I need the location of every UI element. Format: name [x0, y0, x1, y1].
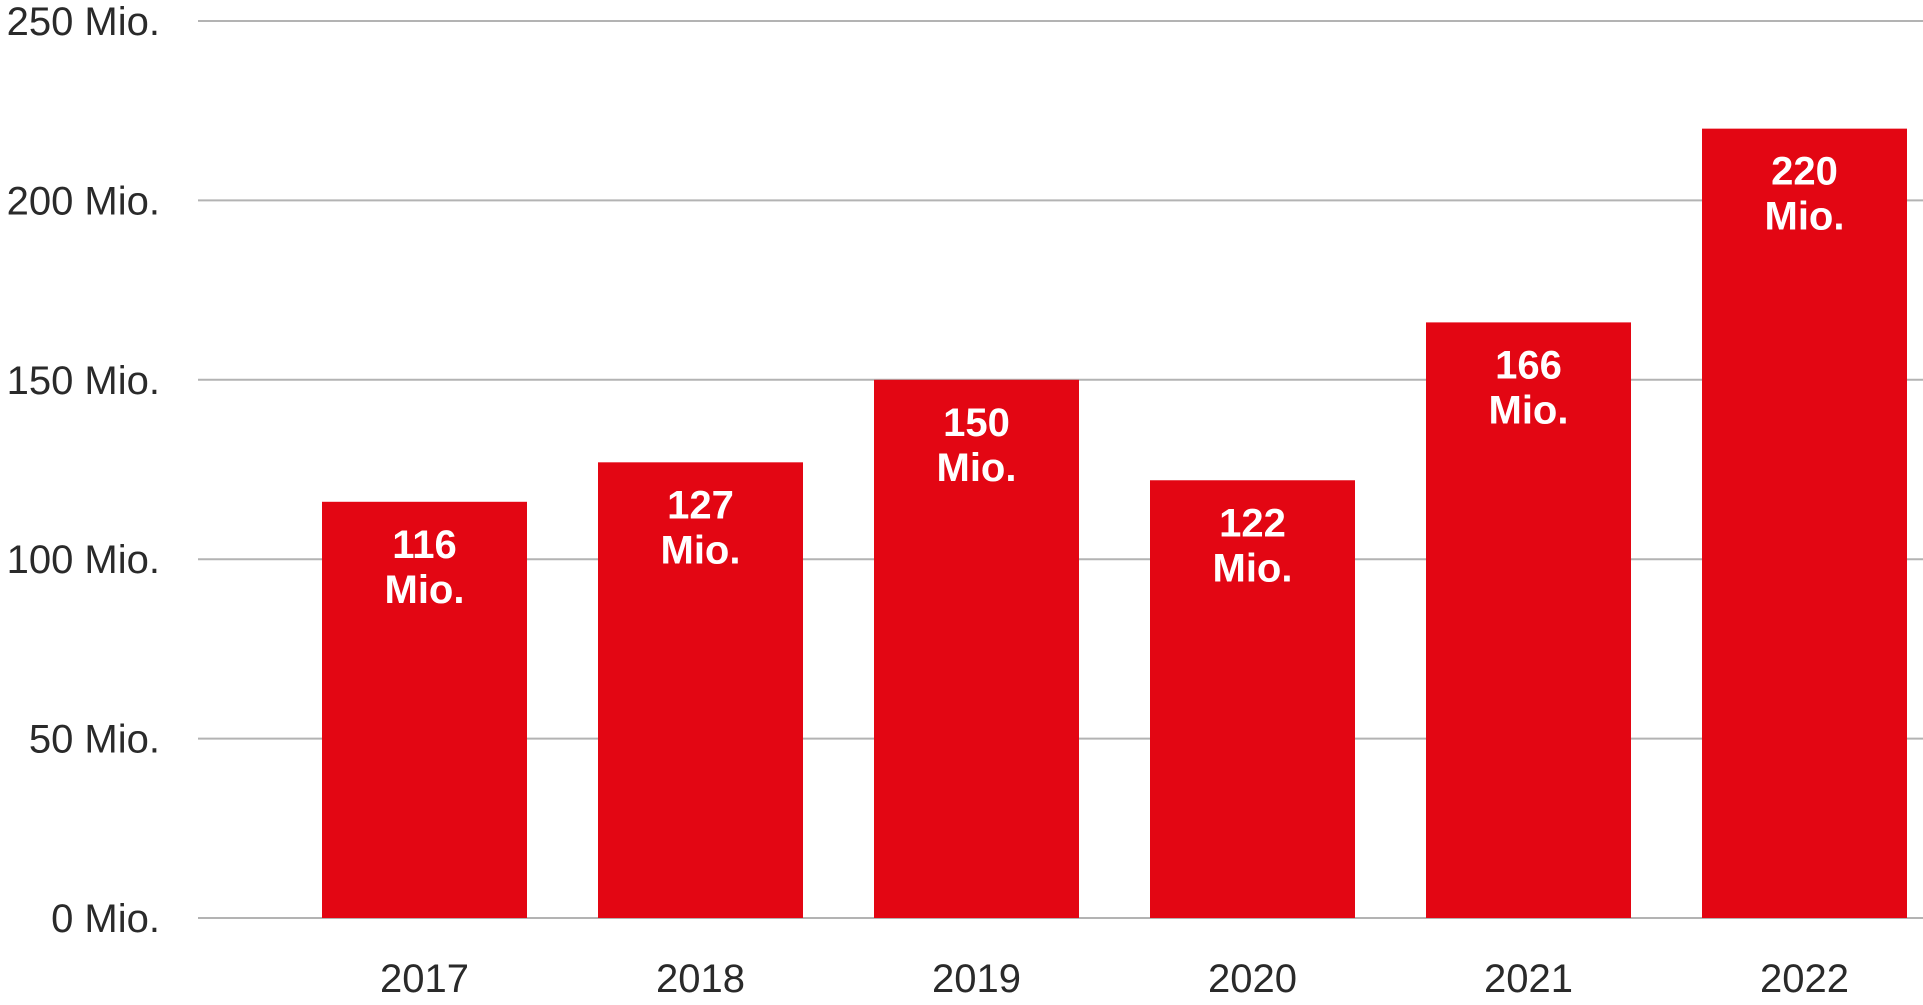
x-tick-label: 2020 — [1208, 957, 1297, 1001]
y-tick-label: 250 Mio. — [7, 0, 160, 44]
data-label-line: Mio. — [661, 528, 741, 572]
data-label-line: Mio. — [1489, 388, 1569, 432]
x-tick-label: 2019 — [932, 957, 1021, 1001]
data-label-line: 150 — [943, 401, 1010, 445]
data-label-line: Mio. — [1213, 546, 1293, 590]
data-label-line: 122 — [1219, 501, 1286, 545]
bar-2017 — [322, 501, 527, 918]
x-tick-label: 2021 — [1484, 957, 1573, 1001]
y-tick-label: 200 Mio. — [7, 179, 160, 223]
x-tick-label: 2022 — [1760, 957, 1849, 1001]
data-label: 127 Mio. — [661, 483, 741, 572]
y-tick-label: 0 Mio. — [51, 897, 160, 941]
y-tick-label: 50 Mio. — [29, 718, 160, 762]
bar-2019 — [874, 379, 1079, 918]
data-label-line: Mio. — [385, 568, 465, 612]
y-tick-label: 100 Mio. — [7, 538, 160, 582]
x-axis: 2017 2018 2019 2020 2021 2022 — [380, 957, 1849, 1001]
bar-2018 — [598, 462, 803, 918]
data-label-line: Mio. — [937, 446, 1017, 490]
data-label-line: 127 — [667, 483, 734, 527]
x-tick-label: 2018 — [656, 957, 745, 1001]
data-label: 150 Mio. — [937, 401, 1017, 490]
data-label: 122 Mio. — [1213, 501, 1293, 590]
data-label-line: Mio. — [1765, 195, 1845, 239]
bar-2021 — [1426, 322, 1631, 919]
data-label-line: 116 — [392, 523, 457, 567]
y-axis: 0 Mio. 50 Mio. 100 Mio. 150 Mio. 200 Mio. 250… — [7, 0, 160, 941]
x-tick-label: 2017 — [380, 957, 469, 1001]
data-label-line: 220 — [1771, 150, 1838, 194]
data-label: 220 Mio. — [1765, 150, 1845, 239]
bar-2020 — [1150, 480, 1355, 918]
data-label: 166 Mio. — [1489, 343, 1569, 432]
bar-2022 — [1702, 128, 1907, 918]
data-label-line: 166 — [1495, 343, 1562, 387]
data-label: 116 Mio. — [385, 523, 465, 612]
y-tick-label: 150 Mio. — [7, 359, 160, 403]
bars: 116 Mio.127 Mio.150 Mio.122 Mio.166 Mio.220 Mi… — [322, 128, 1907, 919]
